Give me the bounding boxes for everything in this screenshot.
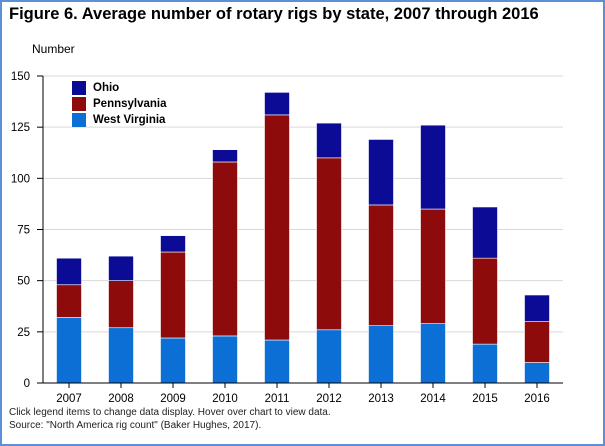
legend-label: West Virginia (93, 114, 166, 126)
y-tick-label: 50 (17, 276, 30, 288)
legend-swatch (72, 81, 86, 95)
legend-item-west-virginia[interactable]: West Virginia (72, 112, 167, 128)
legend-item-pennsylvania[interactable]: Pennsylvania (72, 96, 167, 112)
chart-title: Figure 6. Average number of rotary rigs … (9, 5, 539, 23)
legend-label: Pennsylvania (93, 98, 167, 110)
y-tick-label: 75 (17, 225, 30, 237)
bar-ohio-2008[interactable]: Ohio 2008: 12 (108, 255, 134, 281)
y-axis-label: Number (32, 42, 75, 56)
y-tick-label: 150 (11, 71, 30, 83)
bar-pennsylvania-2012[interactable]: Pennsylvania 2012: 84 (316, 157, 342, 331)
bar-pennsylvania-2013[interactable]: Pennsylvania 2013: 59 (368, 204, 394, 326)
bar-ohio-2007[interactable]: Ohio 2007: 13 (56, 257, 82, 286)
bar-west-virginia-2009[interactable]: West Virginia 2009: 22 (160, 337, 186, 384)
bar-ohio-2012[interactable]: Ohio 2012: 17 (316, 122, 342, 159)
bar-west-virginia-2012[interactable]: West Virginia 2012: 26 (316, 329, 342, 384)
bar-west-virginia-2007[interactable]: West Virginia 2007: 32 (56, 317, 82, 384)
bar-ohio-2009[interactable]: Ohio 2009: 8 (160, 235, 186, 253)
y-tick-label: 100 (11, 173, 30, 185)
bar-pennsylvania-2009[interactable]: Pennsylvania 2009: 42 (160, 251, 186, 339)
instruction-note: Click legend items to change data displa… (9, 407, 331, 418)
bar-pennsylvania-2016[interactable]: Pennsylvania 2016: 20 (524, 321, 550, 363)
bar-west-virginia-2013[interactable]: West Virginia 2013: 28 (368, 325, 394, 384)
bar-ohio-2010[interactable]: Ohio 2010: 6 (212, 149, 238, 163)
bar-west-virginia-2010[interactable]: West Virginia 2010: 23 (212, 335, 238, 384)
x-tick-label: 2013 (368, 393, 394, 405)
x-tick-label: 2007 (56, 393, 82, 405)
bar-west-virginia-2014[interactable]: West Virginia 2014: 29 (420, 323, 446, 384)
x-tick-label: 2009 (160, 393, 186, 405)
legend-swatch (72, 97, 86, 111)
y-tick-label: 0 (24, 378, 30, 390)
bar-west-virginia-2015[interactable]: West Virginia 2015: 19 (472, 343, 498, 384)
bar-pennsylvania-2007[interactable]: Pennsylvania 2007: 16 (56, 284, 82, 318)
y-tick-label: 125 (11, 122, 30, 134)
bar-pennsylvania-2010[interactable]: Pennsylvania 2010: 85 (212, 161, 238, 337)
bar-pennsylvania-2015[interactable]: Pennsylvania 2015: 42 (472, 257, 498, 345)
bar-ohio-2014[interactable]: Ohio 2014: 41 (420, 124, 446, 210)
y-tick-label: 25 (17, 327, 30, 339)
bar-ohio-2011[interactable]: Ohio 2011: 11 (264, 92, 290, 116)
bar-west-virginia-2011[interactable]: West Virginia 2011: 21 (264, 339, 290, 384)
x-tick-label: 2012 (316, 393, 342, 405)
source-note: Source: "North America rig count" (Baker… (9, 420, 262, 431)
chart-legend: Ohio Pennsylvania West Virginia (72, 80, 167, 128)
x-tick-label: 2008 (108, 393, 134, 405)
x-tick-label: 2016 (524, 393, 550, 405)
bar-ohio-2013[interactable]: Ohio 2013: 32 (368, 139, 394, 206)
bar-west-virginia-2016[interactable]: West Virginia 2016: 10 (524, 362, 550, 384)
bar-pennsylvania-2014[interactable]: Pennsylvania 2014: 56 (420, 208, 446, 324)
legend-label: Ohio (93, 82, 120, 94)
x-tick-label: 2010 (212, 393, 238, 405)
x-tick-label: 2011 (265, 393, 290, 405)
legend-swatch (72, 113, 86, 127)
bar-ohio-2015[interactable]: Ohio 2015: 25 (472, 206, 498, 259)
x-tick-label: 2014 (420, 393, 446, 405)
bar-pennsylvania-2011[interactable]: Pennsylvania 2011: 110 (264, 114, 290, 341)
bar-ohio-2016[interactable]: Ohio 2016: 13 (524, 294, 550, 322)
bar-pennsylvania-2008[interactable]: Pennsylvania 2008: 23 (108, 280, 134, 329)
legend-item-ohio[interactable]: Ohio (72, 80, 167, 96)
bar-west-virginia-2008[interactable]: West Virginia 2008: 27 (108, 327, 134, 384)
x-tick-label: 2015 (472, 393, 498, 405)
